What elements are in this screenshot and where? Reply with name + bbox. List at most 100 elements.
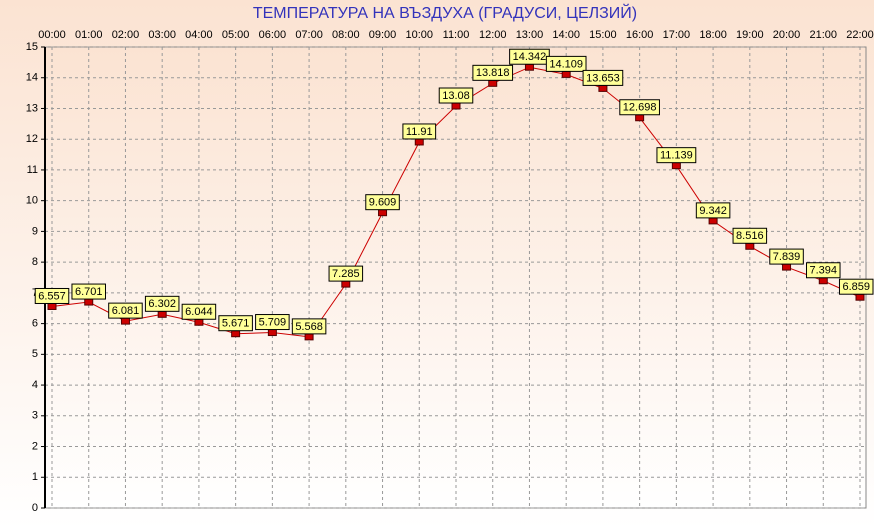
y-tick-label: 13 xyxy=(26,102,38,114)
x-tick-label: 17:00 xyxy=(663,29,691,41)
marker xyxy=(855,293,865,301)
data-label: 5.709 xyxy=(255,314,290,331)
data-label: 8.516 xyxy=(732,227,768,244)
data-label-text: 5.568 xyxy=(295,321,323,333)
x-tick-label: 08:00 xyxy=(332,29,360,41)
y-tick-label: 10 xyxy=(26,195,38,207)
data-label-text: 14.342 xyxy=(513,51,547,63)
data-label-text: 6.044 xyxy=(185,306,213,318)
data-label-text: 14.109 xyxy=(549,58,583,70)
y-tick-label: 4 xyxy=(32,379,38,391)
data-label-box xyxy=(181,303,217,320)
y-tick-label: 8 xyxy=(32,256,38,268)
data-label: 6.081 xyxy=(108,302,143,319)
data-label-box xyxy=(769,248,804,265)
data-label-text: 6.557 xyxy=(38,290,66,302)
data-label: 14.109 xyxy=(545,55,587,72)
data-label-box xyxy=(365,194,400,211)
data-label-box xyxy=(402,123,437,140)
data-label-text: 13.818 xyxy=(476,67,510,79)
x-tick-label: 03:00 xyxy=(148,29,176,41)
data-label-box xyxy=(472,64,514,81)
data-label-text: 6.859 xyxy=(842,281,870,293)
chart-title: ТЕМПЕРАТУРА НА ВЪЗДУХА (ГРАДУСИ, ЦЕЛЗИЙ) xyxy=(253,3,637,22)
x-tick-label: 05:00 xyxy=(222,29,250,41)
x-tick-label: 10:00 xyxy=(406,29,434,41)
data-label-text: 6.302 xyxy=(148,298,176,310)
x-tick-label: 22:00 xyxy=(846,29,874,41)
x-tick-label: 21:00 xyxy=(810,29,838,41)
x-tick-label: 00:00 xyxy=(38,29,66,41)
data-label-box xyxy=(108,302,143,319)
data-label-text: 12.698 xyxy=(623,102,657,114)
data-label: 6.557 xyxy=(34,287,70,304)
data-label-text: 5.671 xyxy=(222,318,250,330)
data-label: 13.08 xyxy=(438,87,474,104)
marker xyxy=(818,277,828,285)
data-label-text: 7.285 xyxy=(332,268,360,280)
data-label: 7.394 xyxy=(806,262,841,279)
x-tick-label: 19:00 xyxy=(736,29,764,41)
marker xyxy=(671,162,681,170)
data-label-text: 6.701 xyxy=(75,286,103,298)
data-label: 5.568 xyxy=(291,318,327,335)
data-label-text: 6.081 xyxy=(112,305,140,317)
y-tick-label: 3 xyxy=(32,410,38,422)
data-label: 13.818 xyxy=(472,64,514,81)
data-label: 12.698 xyxy=(619,99,660,116)
x-tick-label: 18:00 xyxy=(699,29,727,41)
y-tick-label: 6 xyxy=(32,318,38,330)
marker xyxy=(341,280,351,288)
data-label: 5.671 xyxy=(218,315,253,332)
data-label-box xyxy=(806,262,841,279)
y-tick-label: 5 xyxy=(32,348,38,360)
data-label-text: 11.139 xyxy=(660,150,693,162)
data-label-box xyxy=(144,295,180,312)
data-label-box xyxy=(732,227,768,244)
marker xyxy=(157,310,167,318)
data-label: 6.044 xyxy=(181,303,217,320)
x-tick-label: 12:00 xyxy=(479,29,507,41)
marker xyxy=(745,242,755,250)
data-label-text: 9.342 xyxy=(699,205,727,217)
data-label: 6.302 xyxy=(144,295,180,312)
data-label-box xyxy=(619,99,660,116)
x-tick-label: 01:00 xyxy=(75,29,103,41)
x-tick-label: 20:00 xyxy=(773,29,801,41)
x-tick-label: 09:00 xyxy=(369,29,397,41)
data-label-text: 11.91 xyxy=(406,126,433,138)
marker xyxy=(304,333,314,341)
marker xyxy=(524,63,534,71)
data-label-box xyxy=(255,314,290,331)
data-label: 7.839 xyxy=(769,248,804,265)
y-tick-label: 1 xyxy=(32,471,38,483)
marker xyxy=(414,138,424,146)
marker xyxy=(561,70,571,78)
y-tick-label: 15 xyxy=(26,41,38,53)
data-label-text: 7.839 xyxy=(773,251,801,263)
y-tick-label: 14 xyxy=(26,72,38,84)
data-label-box xyxy=(838,278,874,295)
data-label-box xyxy=(582,69,624,86)
x-tick-label: 15:00 xyxy=(589,29,617,41)
data-label-box xyxy=(545,55,587,72)
x-tick-label: 07:00 xyxy=(295,29,323,41)
marker xyxy=(84,298,94,306)
data-label: 11.139 xyxy=(656,147,697,164)
x-tick-label: 13:00 xyxy=(516,29,544,41)
y-tick-label: 11 xyxy=(27,164,38,176)
data-label-box xyxy=(656,147,697,164)
marker xyxy=(635,114,645,122)
data-label: 11.91 xyxy=(402,123,437,140)
x-tick-label: 11:00 xyxy=(443,29,470,41)
data-label-text: 9.609 xyxy=(369,197,397,209)
data-label-box xyxy=(291,318,327,335)
y-tick-label: 9 xyxy=(32,225,38,237)
marker xyxy=(488,79,498,87)
data-label-text: 8.516 xyxy=(736,230,764,242)
marker xyxy=(267,329,277,337)
data-label-box xyxy=(71,283,106,300)
marker xyxy=(47,302,57,310)
data-label: 13.653 xyxy=(582,69,624,86)
